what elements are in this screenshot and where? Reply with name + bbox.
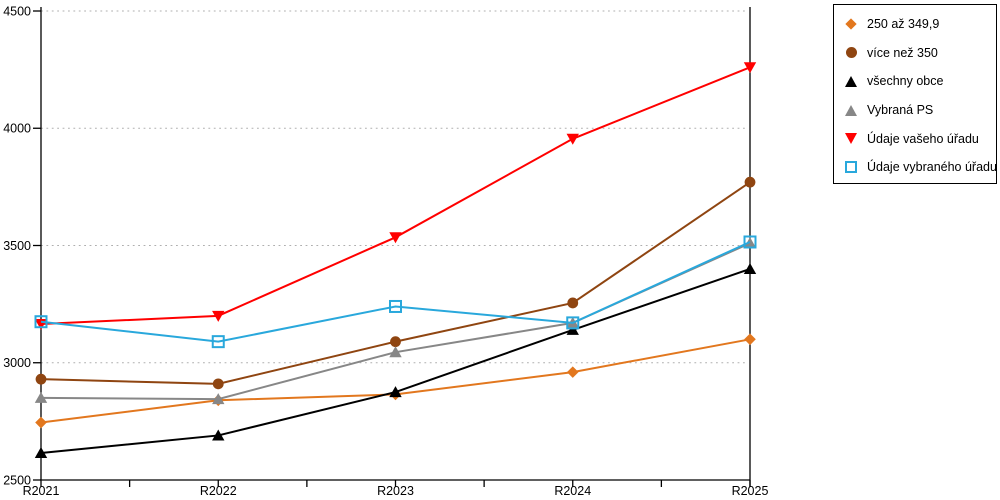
series-3	[34, 237, 757, 405]
legend-item: více než 350	[834, 39, 996, 68]
axes: 2500 3000 3500 4000 4500 R2021 R2022 R2023 R2024…	[3, 4, 768, 498]
y-tick-label: 3500	[3, 239, 31, 253]
legend-item: Údaje vašeho úřadu	[834, 124, 996, 153]
legend-item-label: 250 až 349,9	[867, 17, 940, 32]
series-2	[34, 262, 757, 459]
triangle-up-icon	[845, 104, 857, 116]
diamond-icon	[845, 18, 857, 30]
legend-item: všechny obce	[834, 67, 996, 96]
y-tick-label: 4000	[3, 122, 31, 136]
legend-item-label: Údaje vašeho úřadu	[867, 131, 979, 146]
circle-icon	[845, 47, 857, 59]
x-tick-label: R2022	[200, 484, 237, 498]
legend-item-label: Vybraná PS	[867, 103, 934, 118]
y-tick-label: 3000	[3, 356, 31, 370]
x-tick-label: R2021	[23, 484, 60, 498]
series-1	[35, 176, 756, 390]
series-4	[34, 62, 757, 331]
square-open-icon	[845, 161, 857, 174]
legend-item-label: Údaje vybraného úřadu	[867, 160, 997, 175]
legend-item: Údaje vybraného úřadu	[834, 153, 997, 182]
triangle-down-icon	[845, 133, 857, 145]
legend-item: Vybraná PS	[834, 96, 996, 125]
legend-item: 250 až 349,9	[834, 10, 996, 39]
gridlines	[41, 10, 748, 364]
y-tick-label: 4500	[3, 4, 31, 18]
triangle-up-icon	[845, 75, 857, 87]
legend: 250 až 349,9 více než 350 všechny obce V…	[833, 4, 997, 184]
x-tick-label: R2023	[377, 484, 414, 498]
x-tick-label: R2025	[732, 484, 769, 498]
y-tick-label: 2500	[3, 473, 31, 487]
series-5	[34, 235, 757, 349]
x-tick-label: R2024	[554, 484, 591, 498]
legend-item-label: více než 350	[867, 45, 938, 60]
legend-item-label: všechny obce	[867, 74, 944, 89]
